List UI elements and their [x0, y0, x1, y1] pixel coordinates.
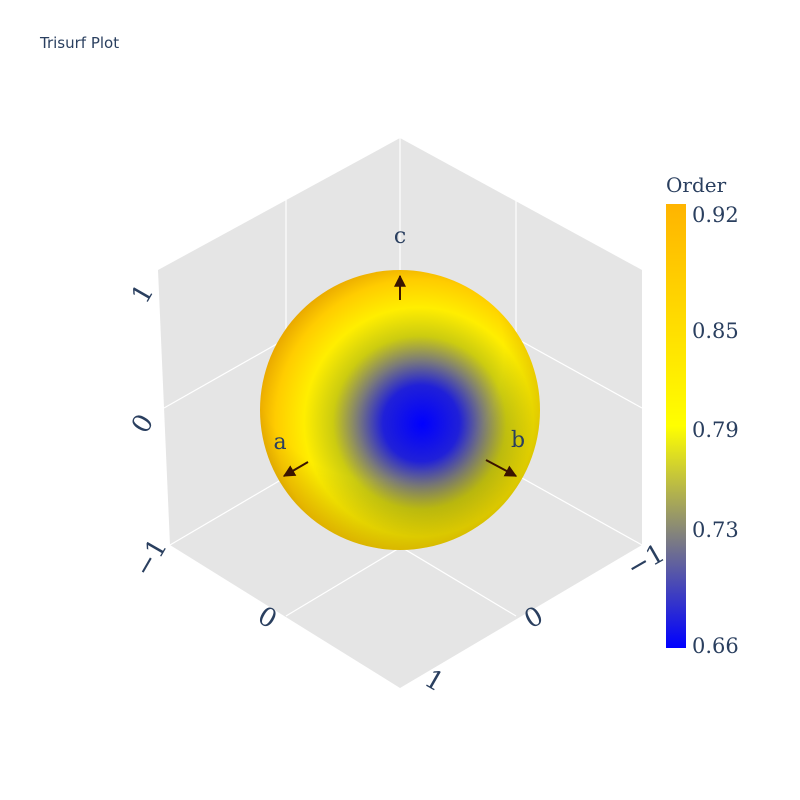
y-tick-label: 0 — [519, 601, 548, 635]
arrow-b — [485, 459, 518, 477]
colorbar-tick: 0.92 — [692, 203, 739, 227]
z-tick-label: −1 — [128, 534, 173, 582]
direction-label-b: b — [511, 428, 525, 453]
z-tick-label: 1 — [126, 279, 160, 308]
colorbar-title: Order — [666, 173, 727, 197]
colorbar-tick: 0.79 — [692, 418, 739, 442]
direction-arrows: a b c — [273, 224, 525, 477]
colorbar: Order 0.92 0.85 0.79 0.73 0.66 — [666, 173, 739, 658]
sphere-surface[interactable] — [260, 270, 540, 550]
z-tick-label: 0 — [126, 409, 160, 438]
colorbar-gradient — [666, 204, 686, 648]
direction-label-a: a — [273, 430, 286, 455]
colorbar-tick: 0.73 — [692, 518, 739, 542]
chart-title: Trisurf Plot — [40, 34, 120, 52]
colorbar-tick: 0.85 — [692, 319, 739, 343]
x-tick-label: 0 — [252, 601, 281, 635]
colorbar-tick: 0.66 — [692, 634, 739, 658]
direction-label-c: c — [394, 224, 406, 249]
arrow-a — [282, 461, 309, 477]
